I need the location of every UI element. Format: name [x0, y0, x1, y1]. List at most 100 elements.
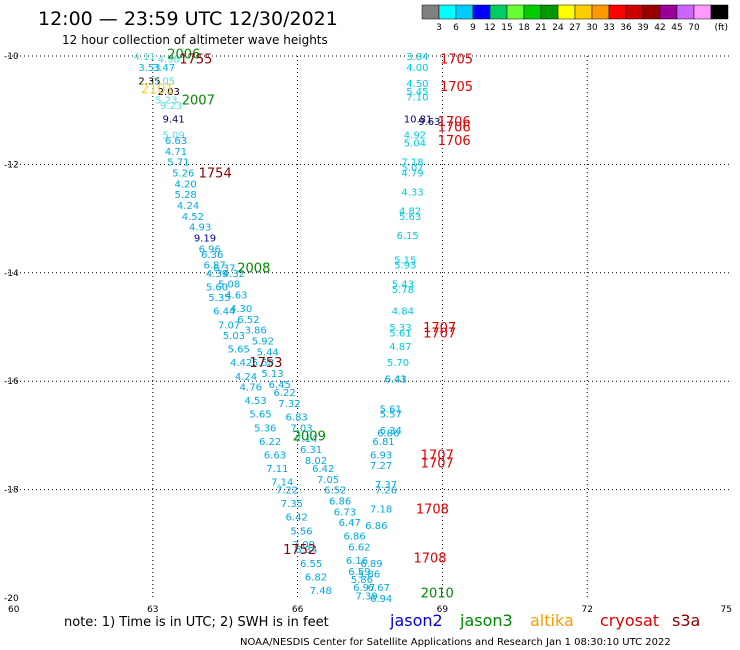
wave-height-point: 6.42	[312, 464, 334, 475]
wave-height-point: 9.41	[162, 114, 184, 125]
colorbar-swatch	[455, 4, 474, 20]
wave-height-point: 7.35	[281, 499, 303, 510]
colorbar-label: 3	[436, 23, 442, 33]
wave-height-point: 3.53	[138, 63, 160, 74]
colorbar-label: 12	[484, 23, 495, 33]
wave-height-point: 3.47	[153, 63, 175, 74]
wave-height-point: 6.47	[339, 518, 361, 529]
footnote: note: 1) Time is in UTC; 2) SWH is in fe…	[64, 615, 329, 630]
colorbar-swatch	[540, 4, 559, 20]
wave-height-point: 4.87	[389, 342, 411, 353]
wave-height-point: 6.45	[269, 380, 291, 391]
wave-height-point: 5.58	[252, 358, 274, 369]
colorbar-swatch	[489, 4, 508, 20]
wave-height-point: 5.86	[358, 570, 380, 581]
pass-time-label: 1708	[413, 551, 446, 566]
wave-height-point: 4.76	[240, 383, 262, 394]
colorbar-label: 24	[552, 23, 564, 33]
colorbar-swatch	[659, 4, 678, 20]
pass-time-label: 2006	[167, 47, 200, 62]
pass-time-label: 1707	[423, 321, 456, 336]
wave-height-point: 5.61	[380, 404, 402, 415]
wave-height-point: 5.78	[392, 285, 414, 296]
wave-height-point: 7.03	[290, 423, 312, 434]
wave-height-point: 5.33	[389, 323, 411, 334]
wave-height-point: 6.34	[295, 545, 317, 556]
wave-height-point: 7.39	[356, 591, 378, 602]
colorbar-swatch	[710, 4, 729, 20]
wave-height-point: 4.00	[406, 63, 428, 74]
colorbar-label: 6	[453, 23, 459, 33]
wave-height-point: 3.84	[406, 52, 428, 63]
pass-time-label: 1752	[283, 543, 316, 558]
wave-height-point: 5.60	[206, 282, 228, 293]
wave-height-point: 4.11	[133, 52, 155, 63]
pass-time-label: 1754	[199, 167, 232, 182]
wave-height-point: 6.73	[334, 507, 356, 518]
wave-height-point: 5.63	[399, 212, 421, 223]
wave-height-point: 5.08	[218, 280, 240, 291]
pass-time-label: 1707	[423, 326, 456, 341]
wave-height-point: 5.35	[208, 293, 230, 304]
wave-height-point: 7.32	[278, 399, 300, 410]
wave-height-point: 5.07	[401, 163, 423, 174]
pass-time-label: 2010	[421, 587, 454, 602]
wave-height-point: 6.93	[370, 450, 392, 461]
y-tick-label: -10	[4, 52, 19, 62]
wave-height-point: 6.59	[348, 567, 370, 578]
wave-height-point: 6.44	[213, 307, 235, 318]
wave-height-point: 6.55	[300, 559, 322, 570]
colorbar-swatch	[642, 4, 661, 20]
wave-height-point: 6.67	[368, 583, 390, 594]
wave-height-point: 3.86	[245, 326, 267, 337]
wave-height-point: 6.16	[346, 556, 368, 567]
wave-height-point: 5.28	[175, 190, 197, 201]
y-tick-label: -12	[4, 160, 19, 170]
x-tick-label: 72	[581, 605, 592, 615]
wave-height-point: 4.50	[406, 79, 428, 90]
wave-height-point: 6.63	[165, 136, 187, 147]
wave-height-point: 6.94	[370, 594, 392, 605]
y-axis-ticks: -10 -12 -14 -16 -18 -20	[4, 52, 19, 604]
wave-height-point: 6.86	[329, 496, 351, 507]
wave-height-point: 4.84	[392, 307, 414, 318]
colorbar-unit: (ft)	[714, 23, 728, 33]
wave-height-point: 7.26	[375, 486, 397, 497]
wave-height-point: 7.18	[401, 158, 423, 169]
y-tick-label: -20	[4, 594, 19, 604]
wave-height-point: 4.30	[230, 304, 252, 315]
colorbar-swatch	[421, 4, 440, 20]
colorbar-swatch	[693, 4, 712, 20]
wave-height-point: 5.65	[249, 410, 271, 421]
x-tick-label: 69	[437, 605, 449, 615]
colorbar-swatch	[574, 4, 593, 20]
wave-height-point: 9.63	[418, 117, 440, 128]
wave-height-point: 5.45	[406, 87, 428, 98]
wave-height-point: 5.44	[257, 347, 279, 358]
wave-height-point: 7.09	[293, 540, 315, 551]
x-tick-label: 63	[147, 605, 158, 615]
wave-height-point: 4.20	[175, 179, 197, 190]
wave-height-point: 6.97	[353, 583, 375, 594]
wave-height-point: 6.42	[286, 513, 308, 524]
mission-legend-jason3: jason3	[459, 611, 513, 630]
wave-height-point: 4.53	[245, 396, 267, 407]
colorbar-swatch	[608, 4, 627, 20]
wave-height-point: 7.07	[218, 320, 240, 331]
wave-height-point: 9.19	[194, 234, 216, 245]
colorbar-label: 18	[518, 23, 530, 33]
colorbar-label: 70	[688, 23, 700, 33]
mission-legend-cryosat: cryosat	[600, 611, 659, 630]
wave-height-point: 4.52	[182, 212, 204, 223]
colorbar-swatch	[506, 4, 525, 20]
wave-height-point: 5.26	[172, 169, 194, 180]
x-tick-label: 66	[292, 605, 304, 615]
wave-height-point: 7.14	[271, 477, 293, 488]
wave-height-point: 5.71	[167, 158, 189, 169]
wave-height-point: 2.35	[138, 76, 160, 87]
wave-height-point: 6.89	[360, 559, 382, 570]
colorbar-label: 33	[603, 23, 614, 33]
pass-time-label: 1708	[416, 503, 449, 518]
mission-legend-altika: altika	[530, 611, 574, 630]
wave-height-point: 3.05	[153, 76, 175, 87]
